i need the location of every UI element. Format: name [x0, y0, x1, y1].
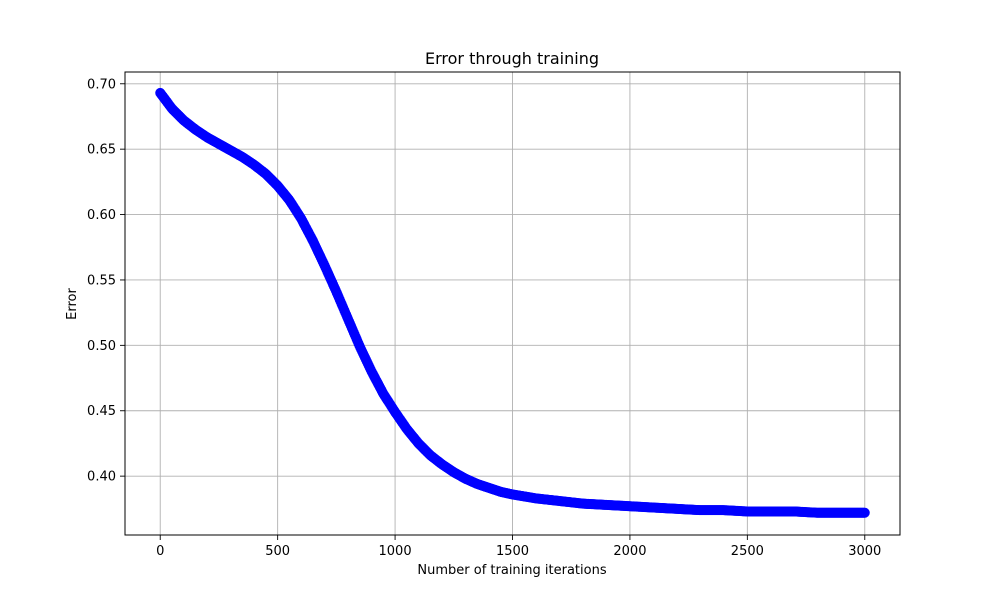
y-tick-label: 0.55 [87, 273, 116, 288]
y-tick-label: 0.70 [87, 77, 116, 92]
x-tick-label: 1500 [496, 544, 529, 559]
y-tick-label: 0.65 [87, 143, 116, 158]
y-tick-label: 0.40 [87, 470, 116, 485]
chart-title: Error through training [425, 49, 599, 68]
data-points [155, 87, 870, 518]
y-tick-label: 0.60 [87, 208, 116, 223]
y-tick-label: 0.45 [87, 404, 116, 419]
grid-lines [125, 72, 900, 535]
y-tick-label: 0.50 [87, 339, 116, 354]
axis-ticks: 0 500 1000 1500 2000 2500 3000 0.40 0.45 0.50 0.55… [87, 77, 881, 559]
x-axis-label: Number of training iterations [417, 563, 606, 578]
x-tick-label: 1000 [379, 544, 412, 559]
x-tick-label: 2500 [731, 544, 764, 559]
data-point [859, 507, 870, 518]
x-tick-label: 3000 [848, 544, 881, 559]
x-tick-label: 2000 [613, 544, 646, 559]
x-tick-label: 0 [156, 544, 164, 559]
y-axis-label: Error [65, 288, 80, 320]
x-tick-label: 500 [265, 544, 290, 559]
